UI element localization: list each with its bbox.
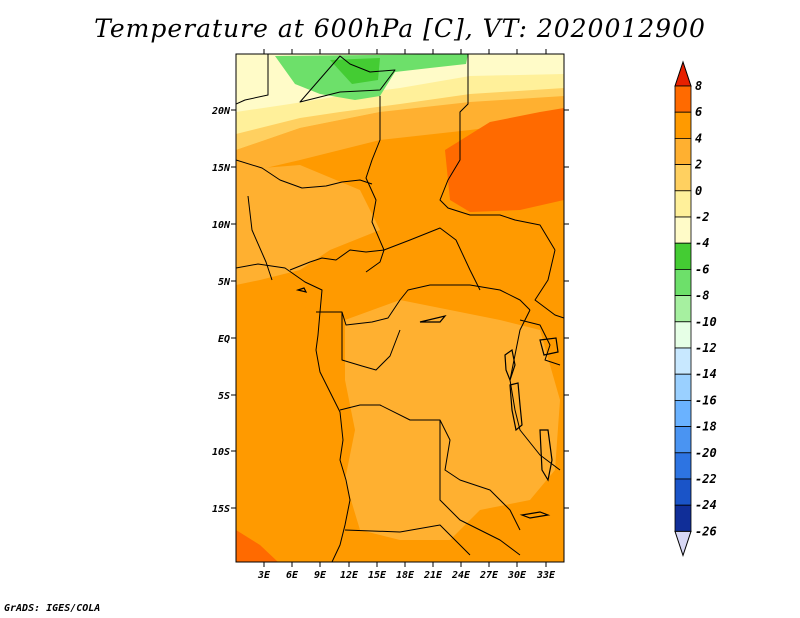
temperature-band-mid-central	[345, 300, 560, 540]
lake-outline	[504, 348, 516, 382]
lon-label: 24E	[451, 570, 471, 581]
colorbar-label: -4	[695, 236, 709, 250]
border-libya-north	[299, 55, 396, 103]
colorbar-segment	[674, 478, 692, 506]
border-benin	[247, 195, 273, 281]
colorbar-label: -14	[695, 367, 717, 381]
lon-label: 33E	[536, 570, 556, 581]
lat-label: 20N	[211, 106, 231, 117]
temperature-band-warm-west	[236, 300, 355, 562]
colorbar-label: -22	[695, 472, 717, 486]
colorbar: 8 6 4 2 0 -2 -4 -6 -8 -10 -12 -14 -16 -18 -20 -22 -24 -26	[674, 60, 717, 557]
colorbar-label: -12	[695, 341, 717, 355]
colorbar-segment	[674, 373, 692, 401]
colorbar-label: -20	[695, 446, 717, 460]
lat-label: 10S	[212, 447, 230, 458]
colorbar-label: 8	[695, 79, 702, 93]
lon-label: 18E	[396, 570, 415, 581]
map-frame	[235, 53, 565, 563]
border-zambia	[439, 420, 521, 556]
lat-label: EQ	[218, 334, 230, 345]
colorbar-segment	[674, 399, 692, 427]
colorbar-segment	[674, 504, 692, 532]
lat-label: 15N	[212, 163, 231, 174]
chart-title: Temperature at 600hPa [C], VT: 202001290…	[94, 14, 706, 43]
colorbar-segment	[674, 347, 692, 375]
colorbar-bottom-arrow	[674, 530, 692, 557]
border-chad	[365, 96, 385, 273]
colorbar-segment	[674, 295, 692, 323]
lon-label: 15E	[368, 570, 387, 581]
border-ethiopia	[534, 249, 564, 319]
colorbar-segment	[674, 85, 692, 113]
lake-outline	[539, 337, 559, 356]
border-congo-north	[316, 284, 531, 326]
colorbar-segment	[674, 190, 692, 218]
lon-label: 21E	[423, 570, 443, 581]
lon-label: 3E	[257, 570, 271, 581]
lon-label: 27E	[479, 570, 499, 581]
border-car	[289, 227, 481, 291]
colorbar-segment	[674, 268, 692, 296]
colorbar-segment	[674, 426, 692, 454]
lon-label: 6E	[286, 570, 299, 581]
border-angola	[339, 404, 521, 531]
temperature-band-mid-west	[236, 165, 380, 285]
colorbar-label: 4	[695, 131, 702, 145]
map-area	[236, 54, 564, 562]
colorbar-label: -10	[695, 315, 717, 329]
temperature-band-hot-southwest	[236, 530, 278, 562]
lake-outline	[295, 287, 308, 293]
border-namibia	[344, 524, 471, 556]
colorbar-label: -26	[695, 524, 717, 538]
colorbar-segment	[674, 137, 692, 165]
lake-outline	[419, 314, 447, 323]
lat-label: 5S	[218, 391, 230, 402]
temperature-band-hot-sudan	[445, 108, 564, 212]
colorbar-label: 6	[695, 105, 702, 119]
colorbar-label: -16	[695, 393, 717, 407]
border-niger	[236, 159, 373, 189]
lon-label: 9E	[314, 570, 327, 581]
colorbar-segment	[674, 216, 692, 244]
lake-outline	[519, 511, 551, 519]
colorbar-segment	[674, 321, 692, 349]
coastline	[236, 263, 351, 562]
colorbar-label: 2	[694, 158, 702, 172]
temperature-band-darkgreen	[330, 58, 380, 84]
colorbar-label: -2	[695, 210, 709, 224]
colorbar-segment	[674, 242, 692, 270]
colorbar-label: -18	[695, 420, 717, 434]
lat-label: 5N	[218, 277, 231, 288]
colorbar-label: -24	[695, 498, 717, 512]
lon-label: 12E	[340, 570, 359, 581]
colorbar-label: -6	[695, 262, 709, 276]
lat-label: 10N	[212, 220, 231, 231]
border-sudan	[439, 54, 556, 251]
lake-outline	[539, 429, 553, 482]
colorbar-segment	[674, 452, 692, 480]
lon-label: 30E	[507, 570, 527, 581]
temperature-band-mid-north	[236, 95, 564, 175]
border-west-sahara	[236, 54, 269, 105]
colorbar-label: -8	[695, 289, 709, 303]
border-east-drc	[509, 309, 561, 471]
lake-outline	[509, 382, 523, 432]
border-uganda	[519, 319, 561, 366]
credit-text: GrADS: IGES/COLA	[4, 603, 101, 614]
border-gabon	[341, 312, 401, 371]
colorbar-segment	[674, 164, 692, 192]
lat-label: 15S	[212, 504, 230, 515]
colorbar-label: 0	[695, 184, 702, 198]
colorbar-top-arrow	[674, 60, 692, 87]
colorbar-segment	[674, 111, 692, 139]
